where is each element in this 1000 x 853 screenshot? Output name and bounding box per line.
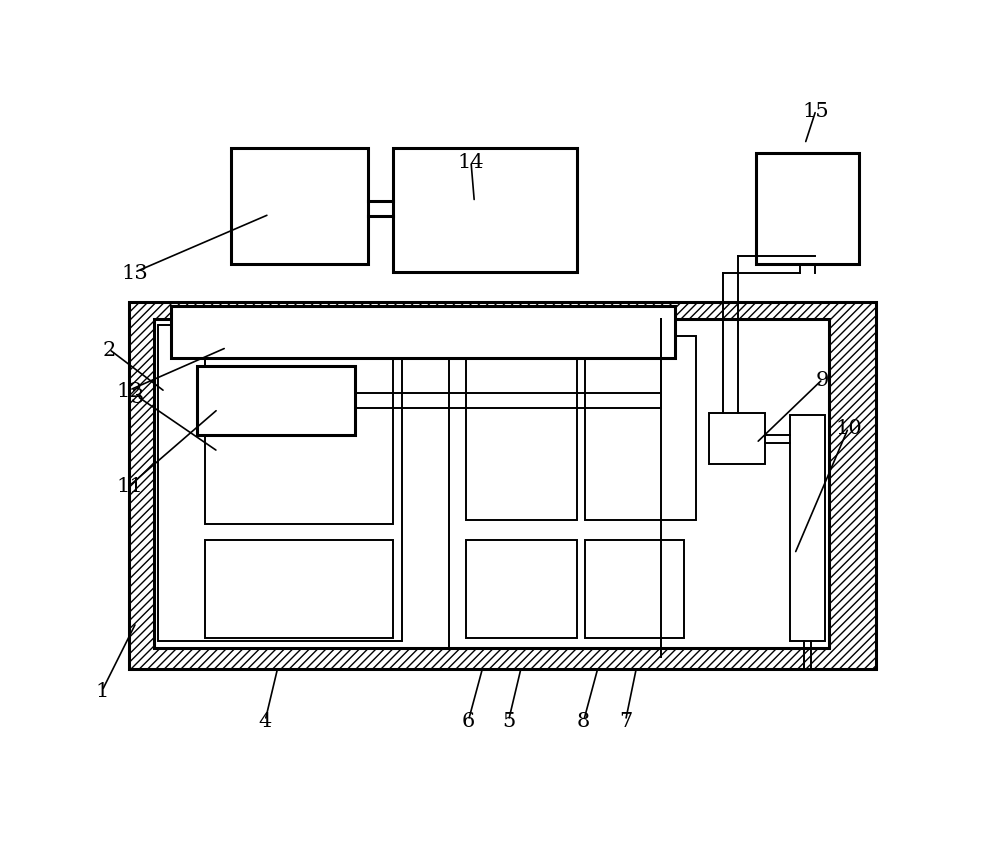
Text: 3: 3 [130, 387, 144, 406]
Bar [585, 337, 696, 520]
Bar [171, 307, 675, 358]
Text: 9: 9 [816, 370, 829, 389]
Bar [790, 415, 825, 641]
Bar [393, 149, 577, 273]
Text: 8: 8 [577, 711, 590, 730]
Text: 6: 6 [462, 711, 475, 730]
Text: 2: 2 [102, 340, 115, 359]
Bar [585, 540, 684, 638]
Text: 10: 10 [835, 419, 862, 438]
Bar [197, 367, 355, 435]
Text: 5: 5 [502, 711, 515, 730]
Bar [205, 540, 393, 638]
Bar [129, 303, 876, 670]
Bar [709, 414, 765, 465]
Bar [466, 337, 577, 520]
Text: 1: 1 [95, 682, 109, 700]
Text: 4: 4 [259, 711, 272, 730]
Bar [154, 320, 829, 648]
Text: 14: 14 [458, 153, 484, 171]
Bar [158, 326, 402, 641]
Text: 12: 12 [116, 381, 143, 400]
Bar [756, 154, 859, 264]
Bar [205, 337, 393, 525]
Bar [466, 540, 577, 638]
Text: 13: 13 [121, 264, 148, 282]
Bar [231, 149, 368, 264]
Text: 15: 15 [803, 102, 829, 120]
Text: 7: 7 [619, 711, 632, 730]
Text: 11: 11 [116, 477, 143, 496]
